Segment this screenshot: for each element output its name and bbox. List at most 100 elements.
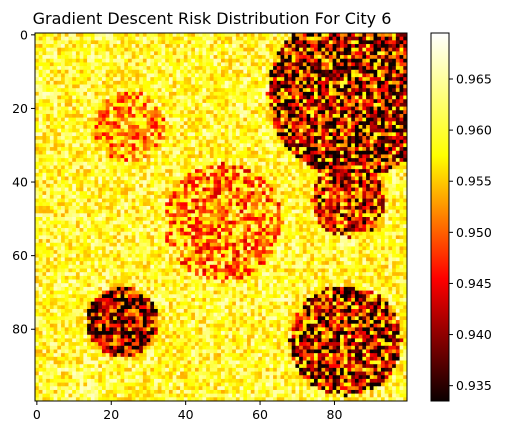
heat-cell	[113, 205, 118, 210]
heat-cell	[72, 110, 77, 115]
heat-cell	[366, 99, 371, 104]
heat-cell	[247, 136, 252, 141]
heat-cell	[150, 84, 155, 89]
heat-cell	[369, 102, 374, 107]
heat-cell	[116, 209, 121, 214]
heat-cell	[302, 69, 307, 74]
heat-cell	[187, 77, 192, 82]
heat-cell	[273, 73, 278, 78]
heat-cell	[291, 132, 296, 137]
heat-cell	[247, 73, 252, 78]
heat-cell	[161, 121, 166, 126]
heat-cell	[340, 110, 345, 115]
heat-cell	[380, 51, 386, 56]
heat-cell	[343, 172, 348, 177]
heat-cell	[105, 113, 110, 118]
heat-cell	[53, 58, 58, 63]
heat-cell	[157, 176, 162, 181]
heat-cell	[366, 102, 371, 107]
heat-cell	[366, 95, 371, 100]
heat-cell	[183, 158, 188, 163]
heat-cell	[101, 95, 107, 100]
heat-cell	[328, 110, 333, 115]
heat-cell	[116, 139, 121, 144]
heat-cell	[388, 44, 393, 49]
heat-cell	[321, 113, 326, 118]
heat-cell	[187, 113, 192, 118]
heat-cell	[362, 117, 367, 122]
heat-cell	[68, 158, 73, 163]
heat-cell	[336, 176, 341, 181]
heat-cell	[53, 183, 58, 188]
heat-cell	[176, 172, 181, 177]
heat-cell	[94, 62, 99, 67]
heat-cell	[209, 88, 214, 93]
heat-cell	[403, 80, 408, 85]
heat-cell	[146, 47, 151, 52]
heat-cell	[191, 147, 196, 152]
heat-cell	[61, 102, 66, 107]
heat-cell	[287, 158, 293, 163]
heat-cell	[213, 88, 218, 93]
heat-cell	[124, 55, 129, 60]
heat-cell	[258, 73, 263, 78]
heat-cell	[191, 40, 196, 45]
heat-cell	[116, 125, 121, 130]
heat-cell	[380, 117, 386, 122]
heat-cell	[388, 106, 393, 111]
heat-cell	[165, 121, 170, 126]
heat-cell	[46, 66, 51, 71]
heat-cell	[258, 169, 263, 174]
heat-cell	[276, 205, 281, 210]
heat-cell	[347, 91, 352, 96]
heat-cell	[362, 73, 367, 78]
heat-cell	[276, 172, 281, 177]
heat-cell	[154, 198, 159, 203]
heat-cell	[57, 113, 62, 118]
heat-cell	[291, 77, 296, 82]
heat-cell	[380, 125, 386, 130]
heat-cell	[209, 69, 214, 74]
heat-cell	[328, 132, 333, 137]
heat-cell	[366, 154, 371, 159]
heat-cell	[373, 194, 378, 199]
heat-cell	[302, 113, 307, 118]
heat-cell	[310, 136, 315, 141]
heat-cell	[273, 154, 278, 159]
heat-cell	[98, 33, 103, 38]
heat-cell	[366, 121, 371, 126]
heat-cell	[302, 40, 307, 45]
heat-cell	[142, 150, 147, 155]
heat-cell	[187, 169, 192, 174]
heat-cell	[38, 202, 43, 207]
heat-cell	[325, 99, 330, 104]
heat-cell	[213, 165, 218, 170]
heat-cell	[194, 147, 200, 152]
heat-cell	[206, 73, 211, 78]
heat-cell	[243, 66, 248, 71]
heat-cell	[232, 209, 237, 214]
heat-cell	[105, 205, 110, 210]
heat-cell	[351, 183, 356, 188]
heat-cell	[373, 113, 378, 118]
heat-cell	[46, 187, 51, 192]
heat-cell	[94, 161, 99, 166]
heat-cell	[150, 154, 155, 159]
heat-cell	[35, 165, 40, 170]
heat-cell	[183, 183, 188, 188]
heat-cell	[57, 176, 62, 181]
heat-cell	[101, 147, 107, 152]
heat-cell	[168, 121, 173, 126]
heat-cell	[90, 161, 95, 166]
heat-cell	[72, 47, 77, 52]
heat-cell	[317, 51, 322, 56]
heat-cell	[280, 183, 285, 188]
heat-cell	[314, 58, 319, 63]
heat-cell	[314, 84, 319, 89]
heat-cell	[388, 205, 393, 210]
heat-cell	[299, 154, 304, 159]
heat-cell	[358, 95, 363, 100]
heat-cell	[261, 158, 266, 163]
heat-cell	[295, 136, 300, 141]
heat-cell	[94, 187, 99, 192]
